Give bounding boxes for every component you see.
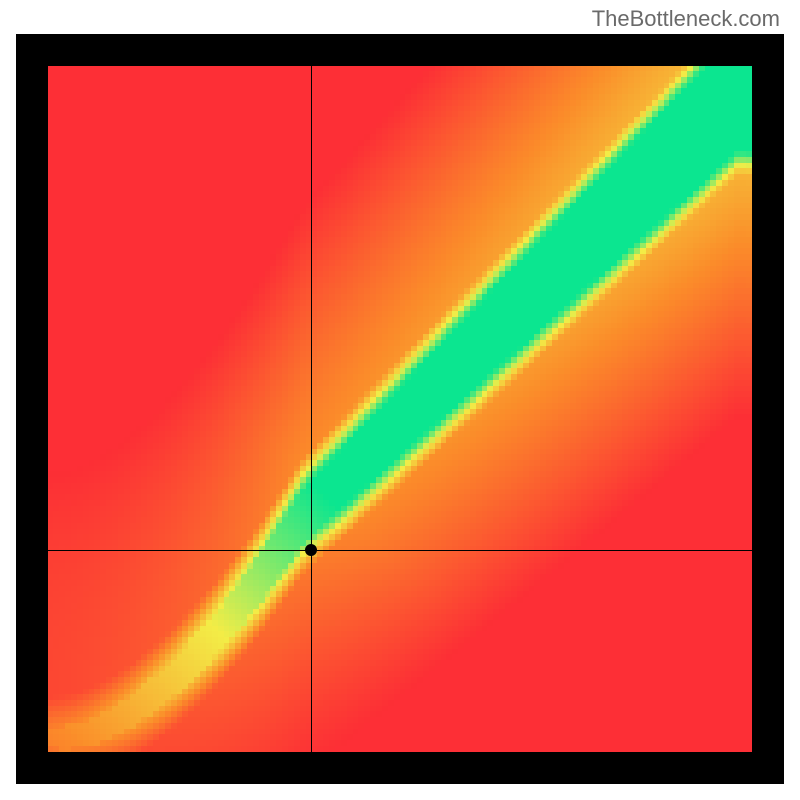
watermark-text: TheBottleneck.com xyxy=(592,6,780,32)
crosshair-marker xyxy=(305,544,317,556)
crosshair-horizontal xyxy=(48,550,752,551)
heatmap-canvas xyxy=(48,66,752,752)
heatmap-plot xyxy=(48,66,752,752)
crosshair-vertical xyxy=(311,66,312,752)
chart-frame xyxy=(16,34,784,784)
